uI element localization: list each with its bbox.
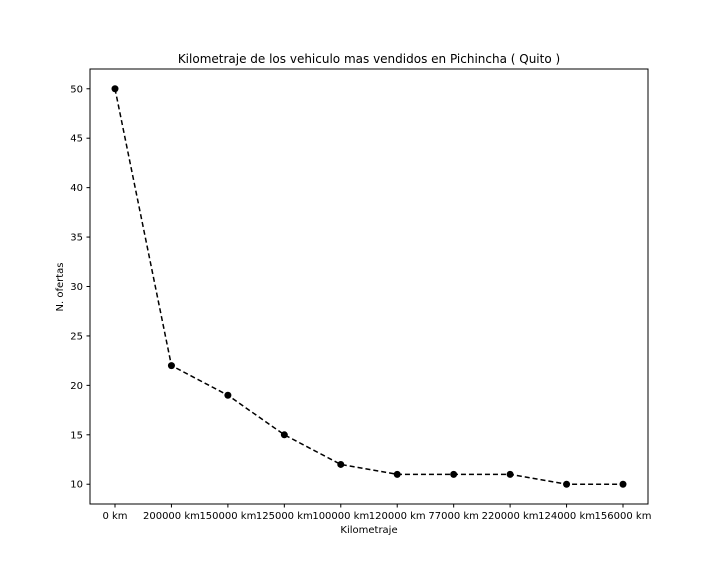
y-tick-label: 25: [70, 331, 83, 342]
data-point: [337, 460, 345, 468]
data-point: [393, 470, 401, 478]
plot-area: [89, 68, 649, 505]
data-point: [450, 470, 458, 478]
x-tick-label: 124000 km: [538, 511, 595, 522]
y-tick-label: 10: [70, 480, 83, 491]
data-point: [280, 431, 288, 439]
data-point: [563, 480, 571, 488]
series-line: [114, 88, 623, 485]
y-axis-label: N. ofertas: [55, 263, 66, 312]
x-tick-label: 77000 km: [428, 511, 479, 522]
x-tick-label: 0 km: [102, 511, 127, 522]
x-tick-label: 100000 km: [312, 511, 369, 522]
x-tick-label: 120000 km: [369, 511, 426, 522]
x-tick-label: 220000 km: [482, 511, 539, 522]
data-point: [167, 362, 175, 370]
y-axis: 10 15 20 25 30 35 40 45 50: [70, 84, 90, 491]
data-points: [111, 85, 627, 488]
y-tick-label: 45: [70, 134, 83, 145]
y-tick-label: 35: [70, 233, 83, 244]
x-tick-label: 156000 km: [595, 511, 652, 522]
data-point: [111, 85, 119, 93]
x-tick-label: 200000 km: [143, 511, 200, 522]
data-point: [506, 470, 514, 478]
data-point: [619, 480, 627, 488]
chart-title: Kilometraje de los vehiculo mas vendidos…: [178, 52, 560, 66]
y-tick-label: 30: [70, 282, 83, 293]
y-tick-label: 50: [70, 84, 83, 95]
x-axis: 0 km 200000 km 150000 km 125000 km 100000 km…: [102, 504, 651, 522]
y-tick-label: 20: [70, 381, 83, 392]
x-tick-label: 150000 km: [199, 511, 256, 522]
y-tick-label: 40: [70, 183, 83, 194]
y-tick-label: 15: [70, 430, 83, 441]
x-tick-label: 125000 km: [256, 511, 313, 522]
x-axis-label: Kilometraje: [340, 525, 397, 536]
data-point: [224, 391, 232, 399]
